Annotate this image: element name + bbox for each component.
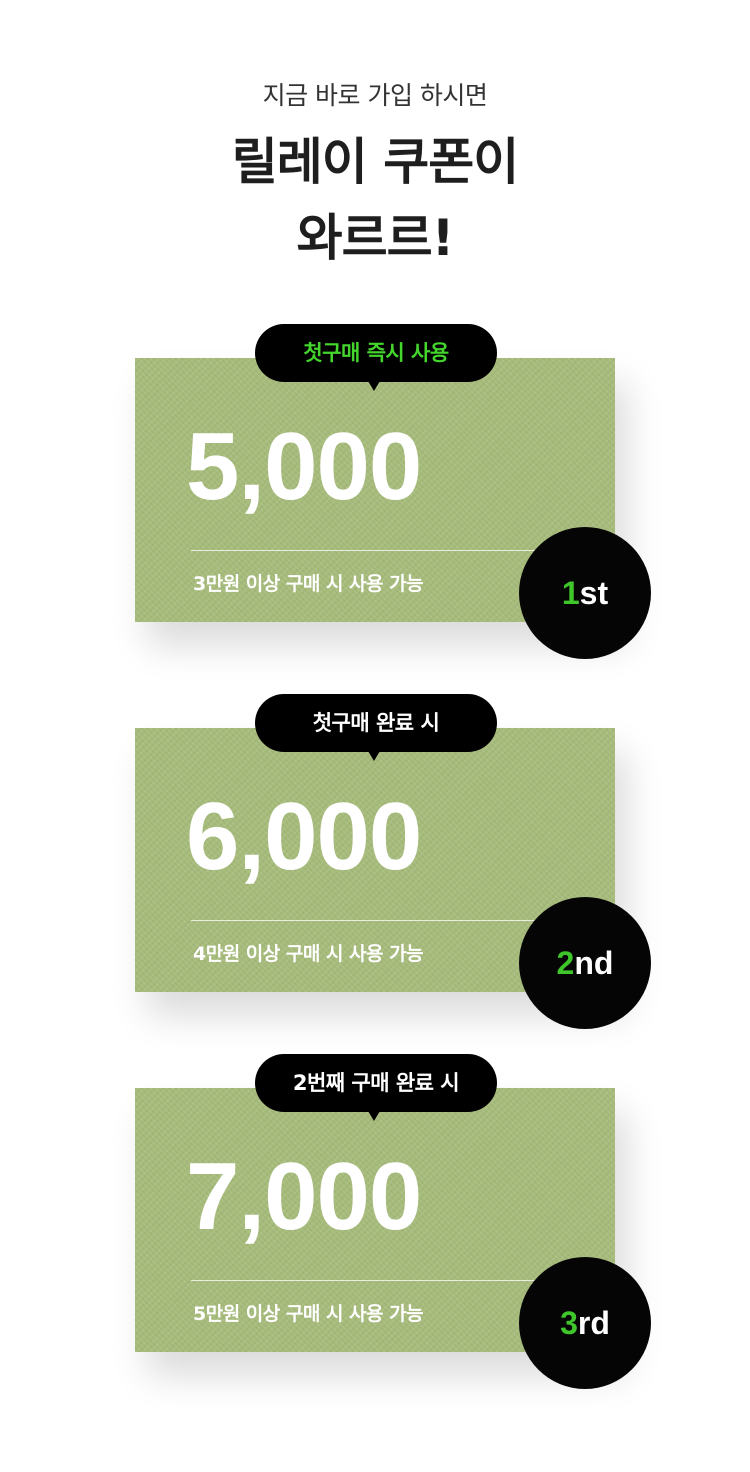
coupon-amount: 6,000 xyxy=(186,783,422,890)
rank-number: 3 xyxy=(560,1305,578,1341)
coupon-3: 2번째 구매 완료 시 7,000 5만원 이상 구매 시 사용 가능 3rd xyxy=(0,1052,750,1392)
rank-suffix: nd xyxy=(574,945,614,981)
coupon-card xyxy=(135,358,615,622)
rank-number: 1 xyxy=(561,575,580,611)
coupon-2: 첫구매 완료 시 6,000 4만원 이상 구매 시 사용 가능 2nd xyxy=(0,692,750,1032)
rank-badge: 3rd xyxy=(519,1257,651,1389)
coupon-divider xyxy=(191,1280,581,1281)
coupon-condition: 4만원 이상 구매 시 사용 가능 xyxy=(193,943,424,965)
rank-suffix: rd xyxy=(577,1305,610,1341)
rank-number: 2 xyxy=(556,945,575,981)
coupon-1: 첫구매 즉시 사용 5,000 3만원 이상 구매 시 사용 가능 1st xyxy=(0,322,750,662)
badge-tail-icon xyxy=(368,381,380,391)
coupon-badge: 첫구매 완료 시 xyxy=(255,694,497,752)
coupon-amount: 7,000 xyxy=(186,1143,422,1250)
coupon-badge: 2번째 구매 완료 시 xyxy=(255,1054,497,1112)
coupon-divider xyxy=(191,550,581,551)
rank-badge: 2nd xyxy=(519,897,651,1029)
badge-tail-icon xyxy=(368,751,380,761)
promo-title-line1: 릴레이 쿠폰이 xyxy=(231,133,519,191)
coupon-condition: 5만원 이상 구매 시 사용 가능 xyxy=(193,1303,424,1325)
coupon-divider xyxy=(191,920,581,921)
coupon-condition: 3만원 이상 구매 시 사용 가능 xyxy=(193,573,424,595)
badge-tail-icon xyxy=(368,1111,380,1121)
promo-title-line2: 와르르! xyxy=(296,209,455,267)
rank-suffix: st xyxy=(579,575,609,611)
coupon-amount: 5,000 xyxy=(186,413,422,520)
coupon-badge: 첫구매 즉시 사용 xyxy=(255,324,497,382)
promo-subtitle: 지금 바로 가입 하시면 xyxy=(262,81,488,110)
rank-badge: 1st xyxy=(519,527,651,659)
